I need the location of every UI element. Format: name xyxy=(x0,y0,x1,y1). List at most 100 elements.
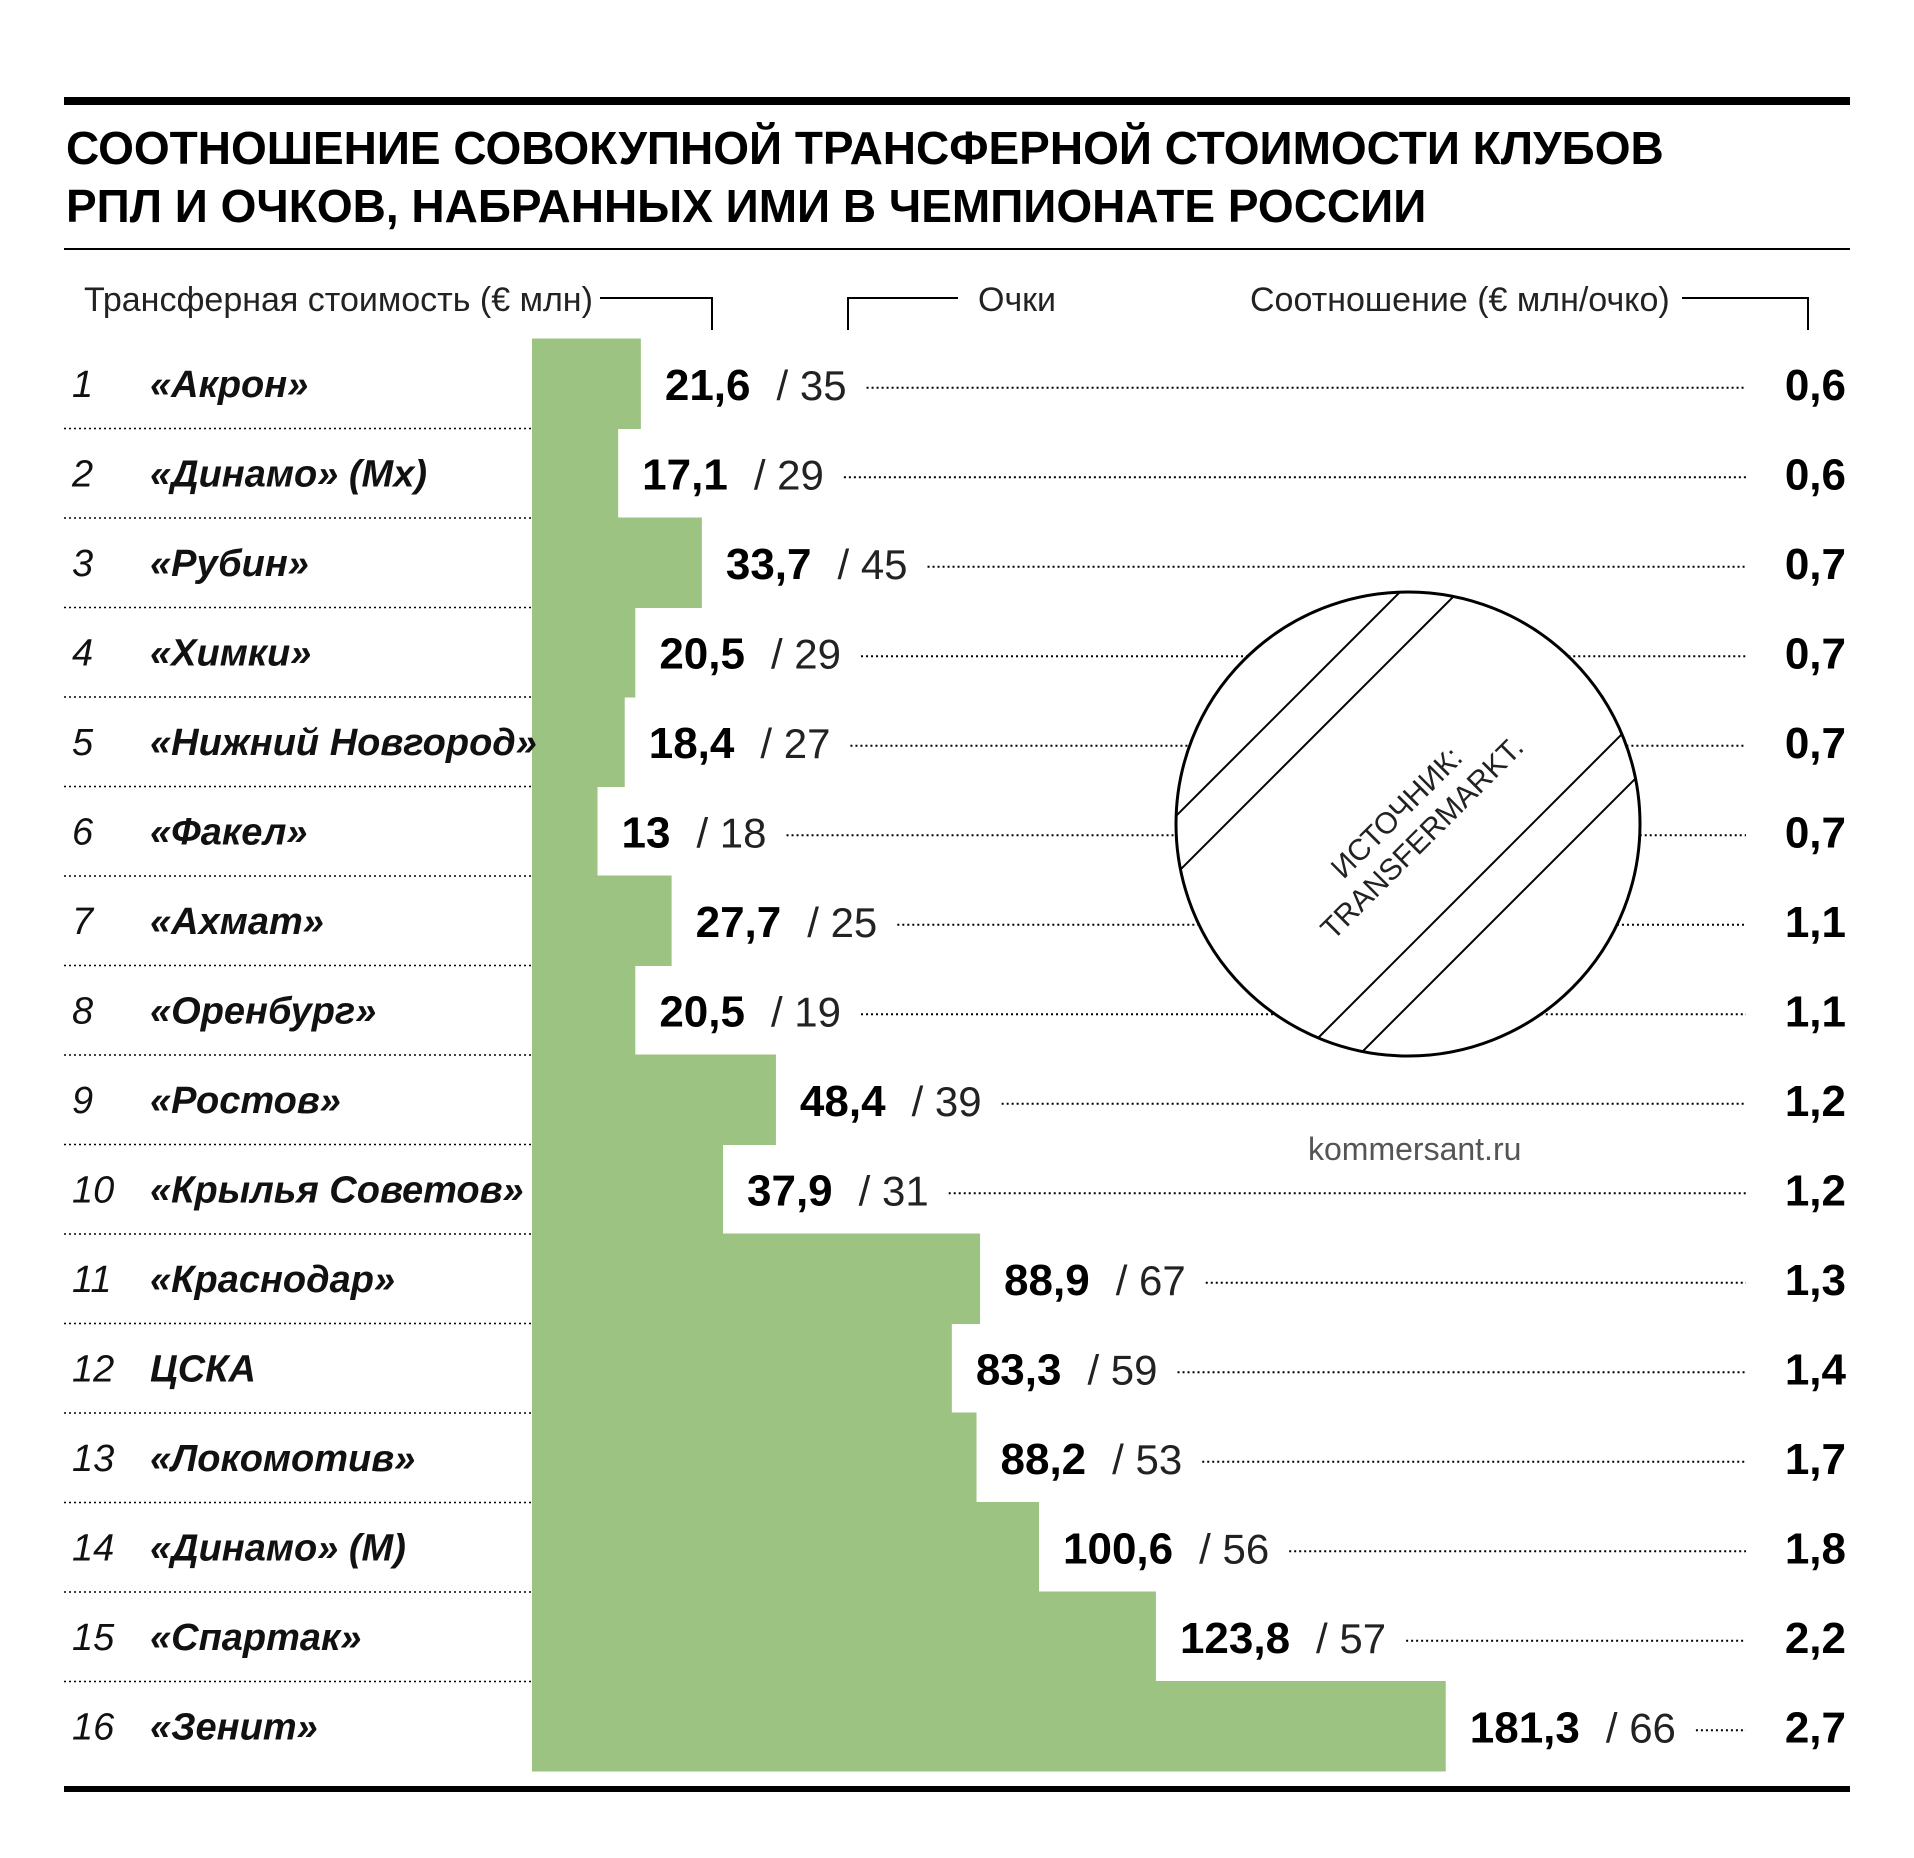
source-stamp-circle xyxy=(1174,590,1642,1058)
points-label: / 29 xyxy=(771,630,841,677)
ratio-label: 0,7 xyxy=(1785,808,1846,857)
club-label: «Ахмат» xyxy=(150,901,324,943)
value-bar xyxy=(532,1054,776,1145)
rank-label: 3 xyxy=(72,543,93,585)
rank-label: 7 xyxy=(72,901,95,943)
club-label: «Рубин» xyxy=(150,543,309,585)
club-label: «Динамо» (М) xyxy=(150,1527,406,1569)
ratio-label: 1,3 xyxy=(1785,1256,1846,1305)
ratio-label: 0,7 xyxy=(1785,719,1846,768)
points-label: / 39 xyxy=(912,1078,982,1125)
chart-title-line-2: РПЛ И ОЧКОВ, НАБРАННЫХ ИМИ В ЧЕМПИОНАТЕ … xyxy=(66,180,1426,232)
value-label: 37,9 xyxy=(747,1166,833,1215)
rank-label: 10 xyxy=(72,1169,114,1211)
club-label: «Акрон» xyxy=(150,364,308,406)
ratio-label: 1,2 xyxy=(1785,1077,1846,1126)
club-label: «Краснодар» xyxy=(150,1259,395,1301)
rank-label: 12 xyxy=(72,1348,114,1390)
points-label: / 19 xyxy=(771,988,841,1035)
value-bar xyxy=(532,965,636,1056)
header-points-bracket xyxy=(847,297,958,330)
value-label: 27,7 xyxy=(696,898,782,947)
ratio-label: 0,6 xyxy=(1785,450,1846,499)
club-label: «Локомотив» xyxy=(150,1438,415,1480)
value-label: 88,2 xyxy=(1001,1435,1087,1484)
value-label: 123,8 xyxy=(1180,1614,1290,1663)
value-label: 20,5 xyxy=(659,987,745,1036)
value-bar xyxy=(532,1233,981,1324)
site-credit: kommersant.ru xyxy=(1308,1131,1521,1167)
club-label: «Крылья Советов» xyxy=(150,1169,524,1211)
header-value: Трансферная стоимость (€ млн) xyxy=(84,281,593,319)
club-label: «Ростов» xyxy=(150,1080,341,1122)
points-label: / 31 xyxy=(859,1167,929,1214)
value-label: 20,5 xyxy=(659,629,745,678)
ratio-label: 1,7 xyxy=(1785,1435,1846,1484)
points-label: / 18 xyxy=(696,809,766,856)
ratio-label: 0,6 xyxy=(1785,361,1846,410)
value-bar xyxy=(532,517,702,608)
club-label: «Зенит» xyxy=(150,1706,318,1748)
source-stamp: ИСТОЧНИК: TRANSFERMARKT. xyxy=(1174,590,1642,1058)
value-label: 21,6 xyxy=(665,361,751,410)
value-bar xyxy=(532,1412,977,1503)
header-value-bracket xyxy=(600,297,713,330)
rank-label: 9 xyxy=(72,1080,93,1122)
value-label: 181,3 xyxy=(1470,1703,1580,1752)
points-label: / 67 xyxy=(1116,1257,1186,1304)
ratio-label: 0,7 xyxy=(1785,540,1846,589)
value-label: 17,1 xyxy=(642,450,728,499)
value-bar xyxy=(532,428,619,519)
value-bar xyxy=(532,786,598,877)
points-label: / 27 xyxy=(760,720,830,767)
points-label: / 35 xyxy=(777,362,847,409)
rank-label: 11 xyxy=(72,1259,111,1301)
value-label: 18,4 xyxy=(649,719,735,768)
points-label: / 45 xyxy=(837,541,907,588)
points-label: / 25 xyxy=(807,899,877,946)
value-label: 100,6 xyxy=(1063,1524,1173,1573)
points-label: / 66 xyxy=(1606,1704,1676,1751)
rank-label: 14 xyxy=(72,1527,114,1569)
points-label: / 29 xyxy=(754,451,824,498)
club-label: «Спартак» xyxy=(150,1617,361,1659)
header-points: Очки xyxy=(978,281,1056,319)
header-ratio-bracket xyxy=(1682,297,1809,330)
club-label: «Оренбург» xyxy=(150,990,376,1032)
rank-label: 2 xyxy=(71,453,93,495)
club-label: ЦСКА xyxy=(150,1348,256,1390)
club-label: «Нижний Новгород» xyxy=(150,722,537,764)
rank-label: 15 xyxy=(72,1617,115,1659)
points-label: / 56 xyxy=(1199,1525,1269,1572)
value-label: 33,7 xyxy=(726,540,812,589)
points-label: / 53 xyxy=(1112,1436,1182,1483)
value-bar xyxy=(532,1681,1446,1772)
bottom-rule xyxy=(64,1786,1850,1792)
header-ratio: Соотношение (€ млн/очко) xyxy=(1250,281,1670,319)
ratio-label: 1,1 xyxy=(1785,898,1846,947)
ratio-label: 2,2 xyxy=(1785,1614,1846,1663)
chart-title-line-1: СООТНОШЕНИЕ СОВОКУПНОЙ ТРАНСФЕРНОЙ СТОИМ… xyxy=(66,122,1664,174)
rank-label: 1 xyxy=(72,364,93,406)
rank-label: 4 xyxy=(72,632,93,674)
value-bar xyxy=(532,607,636,698)
ratio-label: 1,2 xyxy=(1785,1166,1846,1215)
value-bar xyxy=(532,338,641,429)
ratio-label: 2,7 xyxy=(1785,1703,1846,1752)
ratio-label: 0,7 xyxy=(1785,629,1846,678)
value-label: 88,9 xyxy=(1004,1256,1090,1305)
rank-label: 6 xyxy=(72,811,94,853)
rank-label: 8 xyxy=(72,990,93,1032)
value-label: 83,3 xyxy=(976,1345,1062,1394)
value-bar xyxy=(532,1591,1156,1682)
value-bar xyxy=(532,875,672,966)
club-label: «Факел» xyxy=(150,811,308,853)
ratio-label: 1,4 xyxy=(1785,1345,1847,1394)
value-bar xyxy=(532,696,625,787)
value-label: 48,4 xyxy=(800,1077,886,1126)
rank-label: 5 xyxy=(72,722,94,764)
rank-label: 13 xyxy=(72,1438,114,1480)
top-rule xyxy=(64,97,1850,105)
ratio-label: 1,1 xyxy=(1785,987,1846,1036)
